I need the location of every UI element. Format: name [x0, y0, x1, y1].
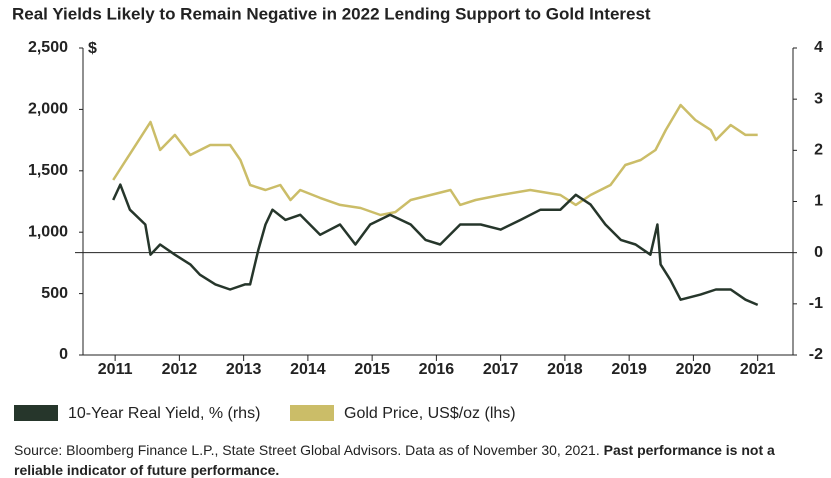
y-tick-label: 500 [41, 285, 68, 302]
x-tick-label: 2017 [483, 361, 519, 378]
chart-title: Real Yields Likely to Remain Negative in… [12, 4, 651, 23]
y-tick-label: 1,500 [28, 162, 68, 179]
legend-label: 10-Year Real Yield, % (rhs) [68, 405, 260, 422]
y2-tick-label: 2 [814, 142, 823, 159]
source-disclaimer: Past performance is not a reliable indic… [14, 442, 775, 478]
y2-tick-label: -2 [809, 346, 823, 363]
y2-tick-label: -1 [809, 295, 823, 312]
series-line [112, 183, 759, 307]
y-tick-label: 1,000 [28, 223, 68, 240]
x-tick-label: 2014 [290, 361, 326, 378]
y2-tick-label: 3 [814, 90, 823, 107]
x-tick-label: 2011 [98, 361, 133, 378]
legend-label: Gold Price, US$/oz (lhs) [344, 405, 516, 422]
y2-tick-label: 4 [814, 39, 823, 56]
x-tick-label: 2013 [226, 361, 262, 378]
source-text: Source: Bloomberg Finance L.P., State St… [14, 442, 600, 458]
y-tick-label: 2,000 [28, 101, 68, 118]
x-tick-label: 2018 [547, 361, 583, 378]
y2-tick-label: 1 [814, 193, 823, 210]
x-tick-label: 2016 [419, 361, 455, 378]
legend-swatch [14, 405, 58, 421]
y-tick-label: 2,500 [28, 39, 68, 56]
series-line [112, 103, 758, 217]
legend-swatch [290, 405, 334, 421]
x-tick-label: 2020 [676, 361, 712, 378]
x-tick-label: 2012 [162, 361, 198, 378]
source-note: Source: Bloomberg Finance L.P., State St… [14, 440, 804, 478]
y2-tick-label: 0 [814, 244, 823, 261]
x-tick-label: 2019 [611, 361, 647, 378]
x-tick-label: 2015 [354, 361, 390, 378]
y-axis-label: $ [88, 40, 97, 57]
x-tick-label: 2021 [740, 361, 776, 378]
y-tick-label: 0 [59, 346, 68, 363]
